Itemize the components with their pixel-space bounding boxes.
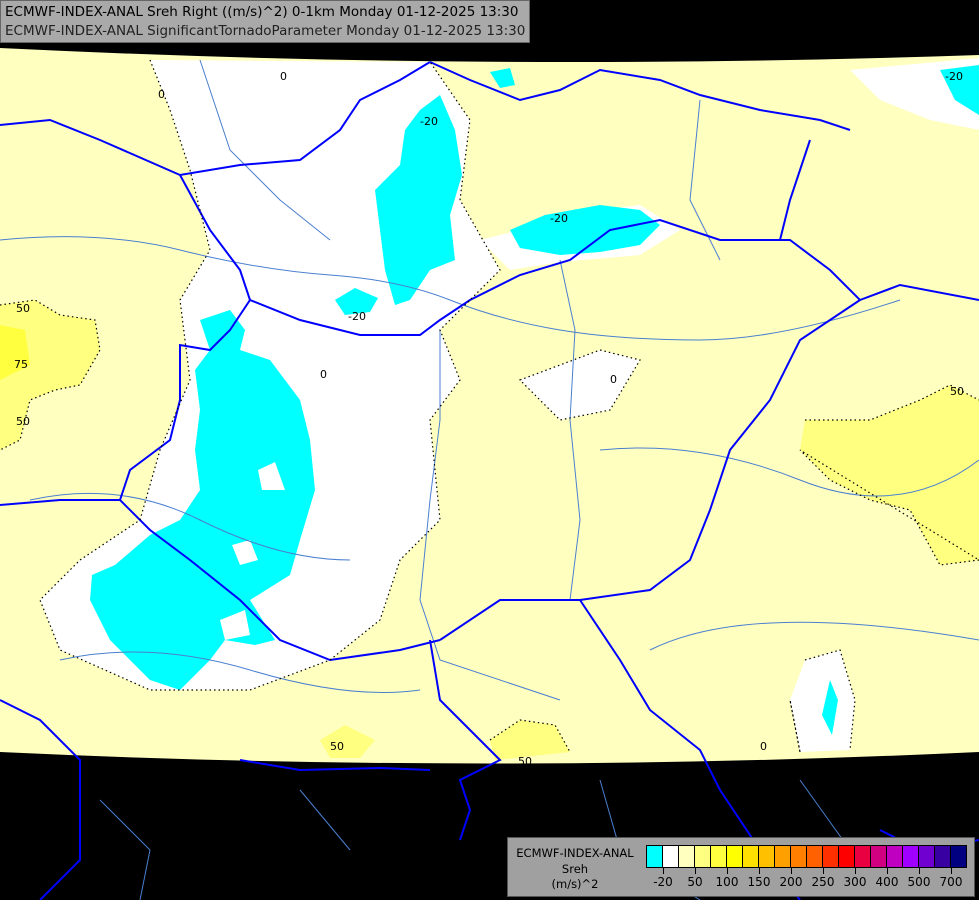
cyan-zone [90,310,315,690]
title-line-stp: ECMWF-INDEX-ANAL SignificantTornadoParam… [5,23,526,39]
legend-swatch [695,846,711,867]
title-line-sreh: ECMWF-INDEX-ANAL Sreh Right ((m/s)^2) 0-… [5,4,519,20]
contour-label: 0 [610,373,617,386]
yellow-zone [0,325,30,380]
yellow-zone [800,385,979,565]
legend-tick [855,868,856,874]
contour-label: 0 [320,368,327,381]
legend-tick-label: 150 [747,875,771,889]
rivers [0,59,979,900]
contour-label: 50 [330,740,344,753]
legend-swatch [871,846,887,867]
contour-label: 75 [14,358,28,371]
contour-label: 50 [518,755,532,768]
legend-tick-label: 400 [875,875,899,889]
legend-swatch [823,846,839,867]
legend-unit: (m/s)^2 [551,877,599,891]
legend-title: ECMWF-INDEX-ANAL Sreh (m/s)^2 [508,846,642,893]
legend-tick [887,868,888,874]
legend-tick [695,868,696,874]
legend-swatch [759,846,775,867]
legend-tick [663,868,664,874]
legend-tick-label: 200 [779,875,803,889]
legend-model: ECMWF-INDEX-ANAL [516,846,634,860]
legend-tick [791,868,792,874]
legend-swatch [647,846,663,867]
legend-tick-label: 500 [907,875,931,889]
contour-labels: 0 0 -20 -20 -20 -20 50 75 50 0 0 50 50 5… [14,70,964,768]
legend-swatch [727,846,743,867]
neutral-zone [220,462,285,640]
yellow-zone [320,725,375,758]
neutral-zone [790,650,855,752]
legend-tick [727,868,728,874]
legend-swatch [743,846,759,867]
contour-label: 50 [16,415,30,428]
legend-swatch [855,846,871,867]
cyan-zone [375,95,462,305]
legend-color-bar [646,845,967,868]
contour-label: -20 [420,115,438,128]
cyan-zone [940,65,979,115]
color-legend: ECMWF-INDEX-ANAL Sreh (m/s)^2 -20 50 100 15… [507,837,975,897]
legend-variable: Sreh [561,861,589,876]
contour-label: 0 [760,740,767,753]
legend-swatch [903,846,919,867]
legend-swatch [839,846,855,867]
yellow-zone [490,720,570,760]
legend-tick-label: 50 [687,875,703,889]
legend-swatch [711,846,727,867]
cyan-zone [822,680,838,735]
contour-label: 50 [16,302,30,315]
legend-tick [823,868,824,874]
legend-tick-label: -20 [653,875,673,889]
legend-swatch [775,846,791,867]
cyan-zone [335,288,378,315]
neutral-zone [520,350,640,420]
contour-lines [0,59,979,753]
legend-tick-label: 700 [939,875,963,889]
contour-label: 0 [158,88,165,101]
legend-swatch [791,846,807,867]
contour-label: -20 [550,212,568,225]
legend-tick-label: 250 [811,875,835,889]
legend-swatch [663,846,679,867]
legend-swatch [887,846,903,867]
map-title: ECMWF-INDEX-ANAL Sreh Right ((m/s)^2) 0-… [0,0,531,43]
legend-tick [951,868,952,874]
legend-tick-label: 300 [843,875,867,889]
legend-tick-label: 100 [715,875,739,889]
legend-swatch [807,846,823,867]
contour-label: 0 [280,70,287,83]
legend-swatch [919,846,935,867]
legend-swatch [935,846,951,867]
contour-label: -20 [945,70,963,83]
legend-tick [759,868,760,874]
contour-label: 50 [950,385,964,398]
contour-label: -20 [348,310,366,323]
cyan-zone [490,68,515,88]
legend-swatch [951,846,966,867]
cyan-zone [510,205,660,255]
legend-tick [919,868,920,874]
legend-swatch [679,846,695,867]
